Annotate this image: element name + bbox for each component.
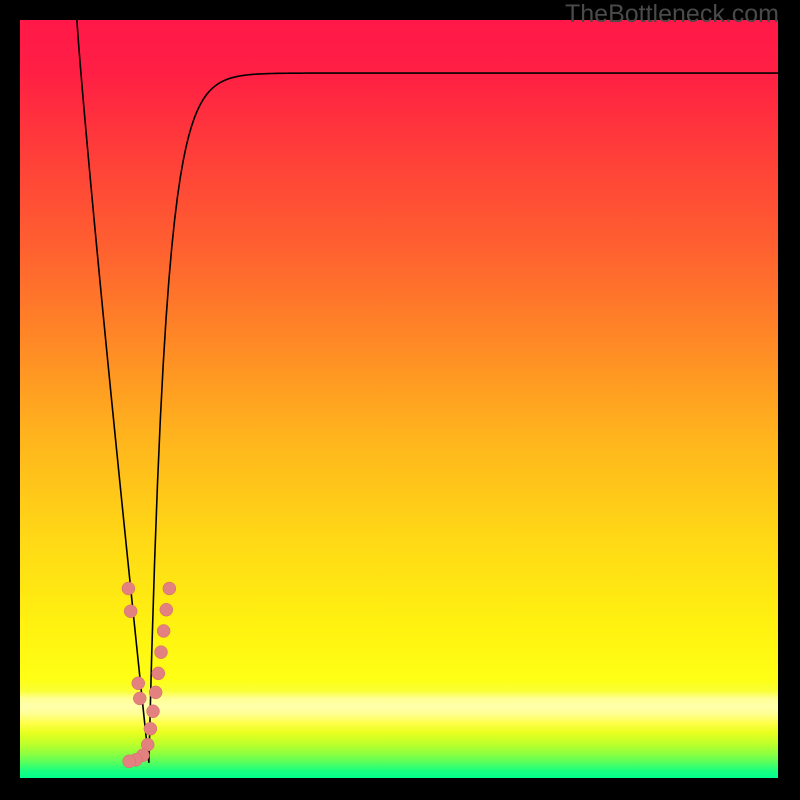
data-marker — [133, 692, 146, 705]
data-marker — [123, 755, 136, 768]
data-marker — [144, 722, 157, 735]
data-marker — [154, 646, 167, 659]
bottleneck-chart: TheBottleneck.com — [0, 0, 800, 800]
data-marker — [132, 677, 145, 690]
data-marker — [163, 582, 176, 595]
data-marker — [147, 705, 160, 718]
data-marker — [152, 667, 165, 680]
plot-area — [20, 20, 778, 778]
attribution-watermark: TheBottleneck.com — [565, 0, 779, 29]
data-marker — [122, 582, 135, 595]
gradient-background — [20, 20, 778, 778]
data-marker — [160, 603, 173, 616]
data-marker — [149, 686, 162, 699]
data-marker — [124, 605, 137, 618]
chart-svg — [20, 20, 778, 778]
data-marker — [157, 624, 170, 637]
